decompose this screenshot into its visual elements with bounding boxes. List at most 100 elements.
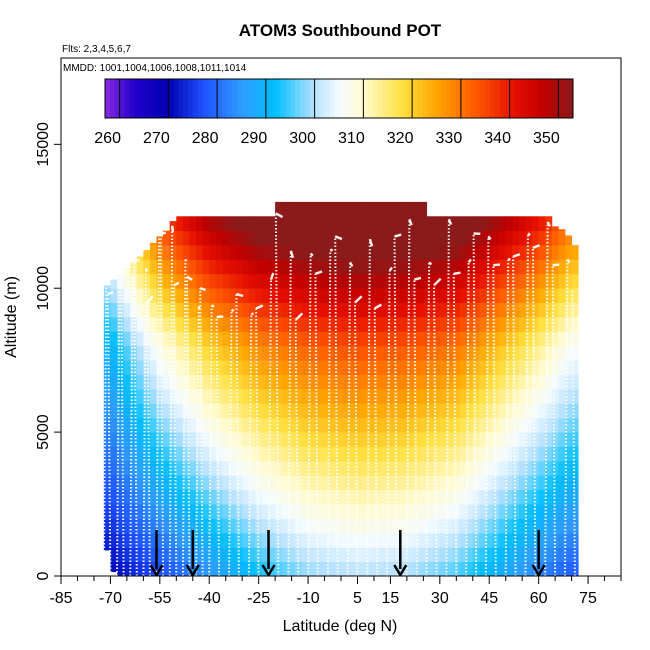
heatmap-cell bbox=[123, 475, 131, 491]
heatmap-cell bbox=[123, 331, 131, 347]
heatmap-cell bbox=[242, 504, 250, 519]
profile-climb-line bbox=[314, 273, 319, 576]
heatmap-cell bbox=[202, 561, 210, 576]
colorbar-swatch bbox=[217, 79, 223, 118]
heatmap-cell bbox=[327, 561, 335, 576]
heatmap-cell bbox=[433, 230, 441, 246]
heatmap-cell bbox=[327, 518, 335, 534]
heatmap-cell bbox=[518, 532, 526, 548]
heatmap-cell bbox=[196, 489, 204, 505]
heatmap-cell bbox=[393, 417, 401, 433]
heatmap-cell bbox=[235, 561, 243, 576]
profile-arrow bbox=[531, 529, 546, 576]
heatmap-cell bbox=[242, 360, 250, 375]
heatmap-cell bbox=[492, 230, 500, 246]
heatmap-cell bbox=[176, 288, 184, 304]
heatmap-cell bbox=[321, 317, 329, 332]
heatmap-cell bbox=[163, 273, 171, 289]
heatmap-cell bbox=[156, 302, 164, 318]
heatmap-cell bbox=[130, 561, 138, 576]
heatmap-cell bbox=[512, 489, 520, 505]
heatmap-cell bbox=[288, 201, 296, 217]
heatmap-cell bbox=[334, 259, 342, 275]
heatmap-cell bbox=[117, 403, 124, 419]
heatmap-cell bbox=[551, 226, 559, 232]
heatmap-cell bbox=[275, 317, 283, 332]
profile-level-segment bbox=[255, 304, 264, 310]
y-tick-label: 5000 bbox=[35, 414, 52, 450]
heatmap-cell bbox=[400, 201, 408, 217]
heatmap-cell bbox=[367, 532, 375, 548]
colorbar-swatch bbox=[421, 79, 428, 118]
heatmap-cell bbox=[466, 446, 474, 462]
x-tick-label: 45 bbox=[480, 590, 498, 607]
heatmap-cell bbox=[433, 259, 441, 275]
heatmap-cell bbox=[420, 216, 428, 232]
heatmap-cell bbox=[117, 532, 124, 548]
heatmap-cell bbox=[393, 302, 401, 318]
heatmap-cell bbox=[341, 547, 348, 563]
heatmap-cell bbox=[235, 403, 243, 419]
heatmap-cell bbox=[149, 331, 157, 347]
heatmap-cell bbox=[538, 374, 546, 390]
heatmap-cell bbox=[275, 273, 283, 289]
heatmap-cell bbox=[354, 273, 362, 289]
heatmap-cell bbox=[492, 446, 500, 462]
profile-level-segment bbox=[552, 263, 560, 267]
heatmap-cell bbox=[196, 547, 204, 563]
heatmap-cell bbox=[143, 288, 151, 304]
heatmap-cell bbox=[248, 216, 256, 232]
heatmap-cell bbox=[551, 259, 559, 275]
heatmap-cell bbox=[334, 360, 342, 375]
heatmap-cell bbox=[426, 288, 434, 304]
heatmap-cell bbox=[341, 475, 348, 491]
heatmap-cell bbox=[565, 374, 572, 390]
heatmap-cell bbox=[485, 302, 493, 318]
heatmap-cell bbox=[479, 388, 487, 404]
heatmap-cell bbox=[499, 259, 507, 275]
heatmap-cell bbox=[518, 273, 526, 289]
heatmap-cell bbox=[156, 518, 164, 534]
heatmap-cell bbox=[314, 460, 322, 476]
heatmap-cell bbox=[130, 446, 138, 462]
heatmap-cell bbox=[281, 489, 289, 505]
heatmap-cell bbox=[156, 317, 164, 332]
heatmap-cell bbox=[360, 403, 368, 419]
heatmap-cell bbox=[545, 403, 553, 419]
heatmap-cell bbox=[334, 302, 342, 318]
plot-panel: MMDD: 1001,1004,1006,1008,1011,1014 260 2… bbox=[60, 57, 622, 577]
heatmap-cell bbox=[215, 245, 223, 260]
heatmap-cell bbox=[321, 403, 329, 419]
heatmap-cell bbox=[558, 331, 566, 347]
heatmap-cell bbox=[308, 532, 316, 548]
heatmap-cell bbox=[472, 504, 480, 519]
heatmap-cell bbox=[268, 504, 276, 519]
heatmap-cell bbox=[518, 216, 526, 232]
heatmap-cell bbox=[485, 288, 493, 304]
heatmap-cell bbox=[182, 460, 190, 476]
colorbar-swatch bbox=[538, 79, 545, 118]
heatmap-cell bbox=[288, 230, 296, 246]
heatmap-cell bbox=[492, 561, 500, 576]
heatmap-cell bbox=[466, 230, 474, 246]
heatmap-cell bbox=[222, 403, 230, 419]
heatmap-cell bbox=[229, 374, 236, 390]
heatmap-cell bbox=[156, 245, 164, 260]
heatmap-cell bbox=[538, 432, 546, 447]
heatmap-cell bbox=[393, 245, 401, 260]
heatmap-cell bbox=[321, 245, 329, 260]
heatmap-cell bbox=[123, 489, 131, 505]
heatmap-cell bbox=[373, 403, 381, 419]
colorbar-swatch bbox=[280, 79, 286, 118]
heatmap-cell bbox=[459, 216, 467, 232]
heatmap-cell bbox=[459, 518, 467, 534]
heatmap-cell bbox=[288, 360, 296, 375]
heatmap-cell bbox=[123, 446, 131, 462]
colorbar-swatch bbox=[397, 79, 403, 118]
heatmap-cell bbox=[321, 273, 329, 289]
heatmap-cell bbox=[466, 504, 474, 519]
heatmap-cell bbox=[472, 432, 480, 447]
heatmap-cell bbox=[400, 475, 408, 491]
heatmap-cell bbox=[406, 504, 414, 519]
heatmap-cell bbox=[472, 417, 480, 433]
